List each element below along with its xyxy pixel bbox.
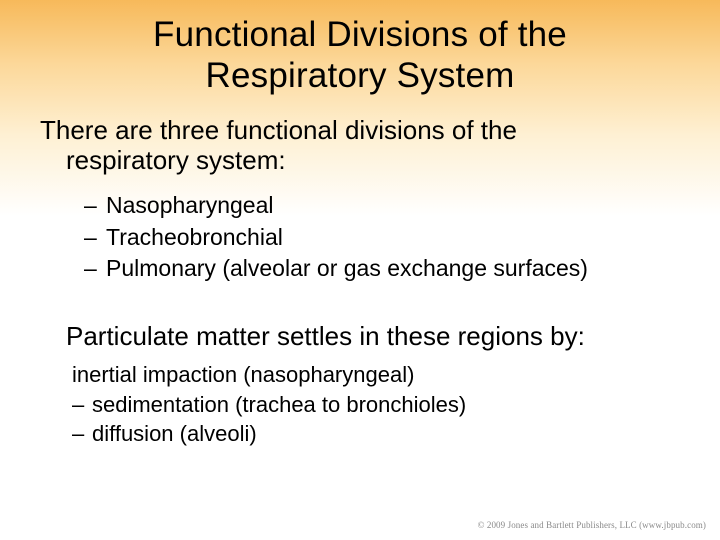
title-line-2: Respiratory System (206, 56, 515, 95)
list-item: – Tracheobronchial (84, 222, 684, 254)
particulate-intro: Particulate matter settles in these regi… (66, 321, 684, 352)
dash-icon: – (72, 419, 92, 448)
bullet-text: diffusion (alveoli) (92, 419, 257, 448)
slide: Functional Divisions of the Respiratory … (0, 0, 720, 540)
dash-icon: – (84, 190, 106, 222)
bullet-text: Tracheobronchial (106, 222, 283, 254)
bullet-text: Pulmonary (alveolar or gas exchange surf… (106, 253, 588, 285)
title-line-1: Functional Divisions of the (153, 15, 567, 54)
particulate-list: inertial impaction (nasopharyngeal) – se… (72, 360, 684, 448)
dash-icon: – (72, 390, 92, 419)
intro-line-2: respiratory system: (40, 145, 286, 175)
slide-title: Functional Divisions of the Respiratory … (36, 14, 684, 97)
intro-line-1: There are three functional divisions of … (40, 115, 517, 145)
list-item: – diffusion (alveoli) (72, 419, 684, 448)
functional-divisions-list: – Nasopharyngeal – Tracheobronchial – Pu… (84, 190, 684, 285)
list-item: – Pulmonary (alveolar or gas exchange su… (84, 253, 684, 285)
bullet-text: inertial impaction (nasopharyngeal) (72, 360, 414, 389)
intro-text: There are three functional divisions of … (40, 115, 684, 176)
dash-icon: – (84, 253, 106, 285)
list-item: – Nasopharyngeal (84, 190, 684, 222)
bullet-text: Nasopharyngeal (106, 190, 274, 222)
copyright-text: © 2009 Jones and Bartlett Publishers, LL… (478, 520, 706, 530)
list-item: – sedimentation (trachea to bronchioles) (72, 390, 684, 419)
bullet-text: sedimentation (trachea to bronchioles) (92, 390, 466, 419)
dash-icon: – (84, 222, 106, 254)
list-item: inertial impaction (nasopharyngeal) (72, 360, 684, 389)
